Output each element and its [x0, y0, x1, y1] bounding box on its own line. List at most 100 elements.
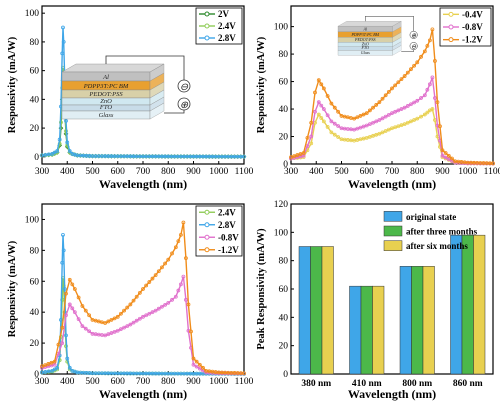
series-line--1.2V: [290, 29, 494, 164]
data-point: [160, 265, 164, 270]
x-tick-label: 400: [309, 167, 324, 177]
data-point: [131, 320, 136, 325]
x-tick-label: 1000: [209, 167, 228, 177]
data-point: [137, 290, 142, 295]
data-point: [352, 127, 357, 132]
data-point: [184, 256, 188, 260]
data-point: [134, 294, 139, 299]
y-tick-label: 60: [30, 67, 40, 77]
legend-label-2.4V: 2.4V: [218, 207, 236, 217]
y-tick-label: 20: [279, 342, 289, 352]
legend-marker: [204, 11, 210, 17]
layer-label-PEDOT:PSS: PEDOT:PSS: [354, 37, 376, 42]
data-point: [40, 370, 44, 375]
data-point: [147, 311, 152, 316]
data-point: [393, 83, 398, 88]
data-point: [122, 308, 126, 313]
bar-original state-380 nm: [298, 246, 311, 375]
panel-d-bar-chart: 0 20 40 60 80 100 120 Peak Responsivity (mA/W) W…: [256, 200, 494, 401]
y-tick-label: 100: [274, 23, 289, 33]
data-point: [368, 108, 372, 113]
y-tick-label: 40: [30, 308, 40, 318]
series-line--0.8V: [290, 77, 494, 165]
y-tick-label: 0: [34, 370, 39, 380]
data-point: [43, 363, 48, 368]
data-point: [440, 153, 445, 158]
y-tick-label: 60: [279, 285, 289, 295]
data-point: [332, 132, 337, 137]
data-point: [64, 313, 68, 318]
layer-label-PEDOT:PSS: PEDOT:PSS: [88, 91, 123, 98]
legend-box: [195, 205, 243, 257]
data-point: [321, 107, 326, 111]
data-point: [147, 280, 152, 284]
y-tick-label: 0: [34, 153, 39, 163]
data-point: [405, 120, 410, 125]
y-tick-label: 100: [25, 215, 40, 225]
terminal-sign: ⊕: [180, 100, 189, 111]
layer-label-FTO: FTO: [361, 45, 370, 50]
data-point: [61, 25, 65, 30]
data-point: [141, 314, 145, 319]
x-tick-label: 500: [85, 377, 100, 387]
legend-marker: [204, 234, 210, 240]
y-tick-label: 0: [283, 370, 288, 380]
data-point: [70, 282, 75, 287]
data-point: [197, 362, 202, 367]
data-point: [368, 122, 372, 127]
x-axis-title: Wavelength (nm): [99, 387, 187, 401]
data-point: [189, 329, 193, 334]
data-point: [87, 313, 92, 318]
data-point: [393, 125, 398, 130]
layer-side: [149, 102, 165, 120]
bar-after three months-860 nm: [461, 234, 474, 375]
y-tick-label: 40: [279, 313, 289, 323]
series-markers-2.4V: [40, 276, 246, 376]
x-tick-label: 700: [136, 377, 151, 387]
data-point: [412, 63, 416, 68]
x-tick-label: 1100: [235, 377, 254, 387]
data-point: [358, 125, 363, 130]
data-point: [125, 305, 130, 310]
data-point: [242, 154, 246, 159]
data-point: [309, 120, 314, 125]
data-point: [422, 49, 427, 54]
data-point: [374, 103, 379, 107]
data-point: [316, 78, 321, 83]
data-point: [371, 133, 375, 138]
bar-after six months-380 nm: [321, 246, 334, 375]
data-point: [438, 124, 442, 129]
data-point: [181, 274, 186, 279]
x-tick-label: 700: [385, 167, 400, 177]
series-line--1.2V: [41, 222, 245, 374]
data-point: [166, 301, 171, 305]
data-point: [386, 112, 391, 117]
data-point: [383, 129, 388, 133]
data-point: [292, 154, 297, 159]
data-point: [409, 67, 413, 72]
series-markers--1.2V: [40, 220, 246, 376]
legend-label--0.8V: -0.8V: [462, 22, 483, 32]
data-point: [191, 356, 196, 361]
data-point: [163, 261, 167, 266]
x-tick-label: 900: [435, 167, 450, 177]
data-point: [430, 75, 435, 80]
data-point: [427, 82, 432, 87]
data-point: [170, 297, 174, 302]
legend-marker: [448, 37, 454, 43]
data-point: [390, 111, 394, 116]
data-point: [409, 102, 413, 107]
data-point: [399, 77, 404, 82]
data-point: [425, 43, 430, 48]
legend: -0.4V -0.8V -1.2V: [439, 7, 492, 47]
wire-top: [105, 55, 185, 86]
data-point: [70, 306, 75, 311]
panel-b-line-chart: 0 20 40 60 80 100 Responsivity (mA/W) Wavelengt…: [256, 5, 500, 191]
data-point: [80, 304, 85, 308]
data-point: [332, 105, 337, 110]
series-markers-2.8V: [40, 25, 246, 159]
terminal-sign: ⊖: [411, 44, 417, 51]
data-point: [106, 319, 111, 324]
data-point: [106, 332, 111, 337]
